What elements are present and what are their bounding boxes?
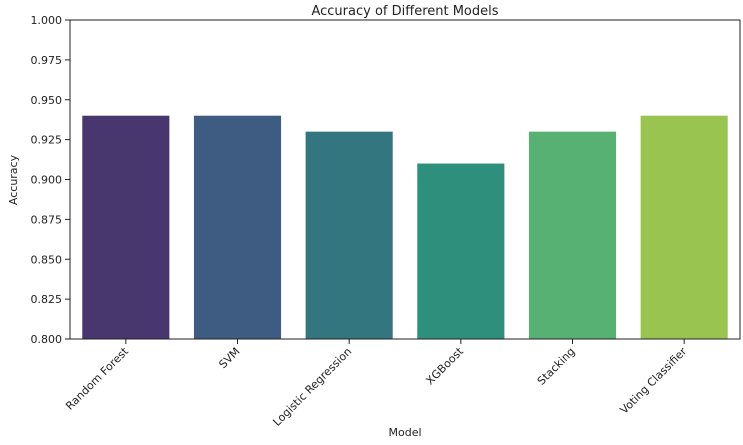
- bar-xgboost: [417, 163, 505, 339]
- bars-layer: [82, 115, 728, 339]
- x-tick-label: Random Forest: [63, 344, 131, 412]
- y-tick-label: 0.975: [31, 54, 63, 67]
- x-tick-label: Logistic Regression: [270, 345, 354, 429]
- plot-frame: [69, 19, 741, 340]
- y-tick-label: 0.850: [31, 253, 63, 266]
- bar-svm: [193, 115, 282, 339]
- y-tick-label: 0.800: [31, 333, 63, 346]
- x-tick-label: XGBoost: [423, 344, 466, 387]
- y-tick-label: 1.000: [31, 14, 63, 27]
- y-axis-label: Accuracy: [7, 154, 20, 205]
- y-tick-label: 0.950: [31, 94, 63, 107]
- y-tick-label: 0.925: [31, 134, 63, 147]
- bar-stacking: [528, 131, 617, 339]
- bar-random-forest: [82, 115, 170, 339]
- y-axis-ticks: 0.800 0.825 0.850 0.875 0.900 0.925 0.950 0.975…: [31, 14, 70, 346]
- chart-title: Accuracy of Different Models: [311, 4, 498, 19]
- bar-logistic-regression: [305, 131, 393, 339]
- x-tick-label: Stacking: [535, 345, 578, 388]
- y-tick-label: 0.900: [31, 174, 63, 187]
- x-axis-ticks: Random Forest SVM Logistic Regression XGBoo…: [63, 339, 690, 429]
- x-axis-label: Model: [388, 426, 421, 439]
- y-tick-label: 0.875: [31, 213, 63, 226]
- y-tick-label: 0.825: [31, 293, 63, 306]
- x-tick-label: Voting Classifier: [618, 345, 690, 417]
- bar-voting-classifier: [640, 115, 728, 339]
- x-tick-label: SVM: [216, 345, 242, 371]
